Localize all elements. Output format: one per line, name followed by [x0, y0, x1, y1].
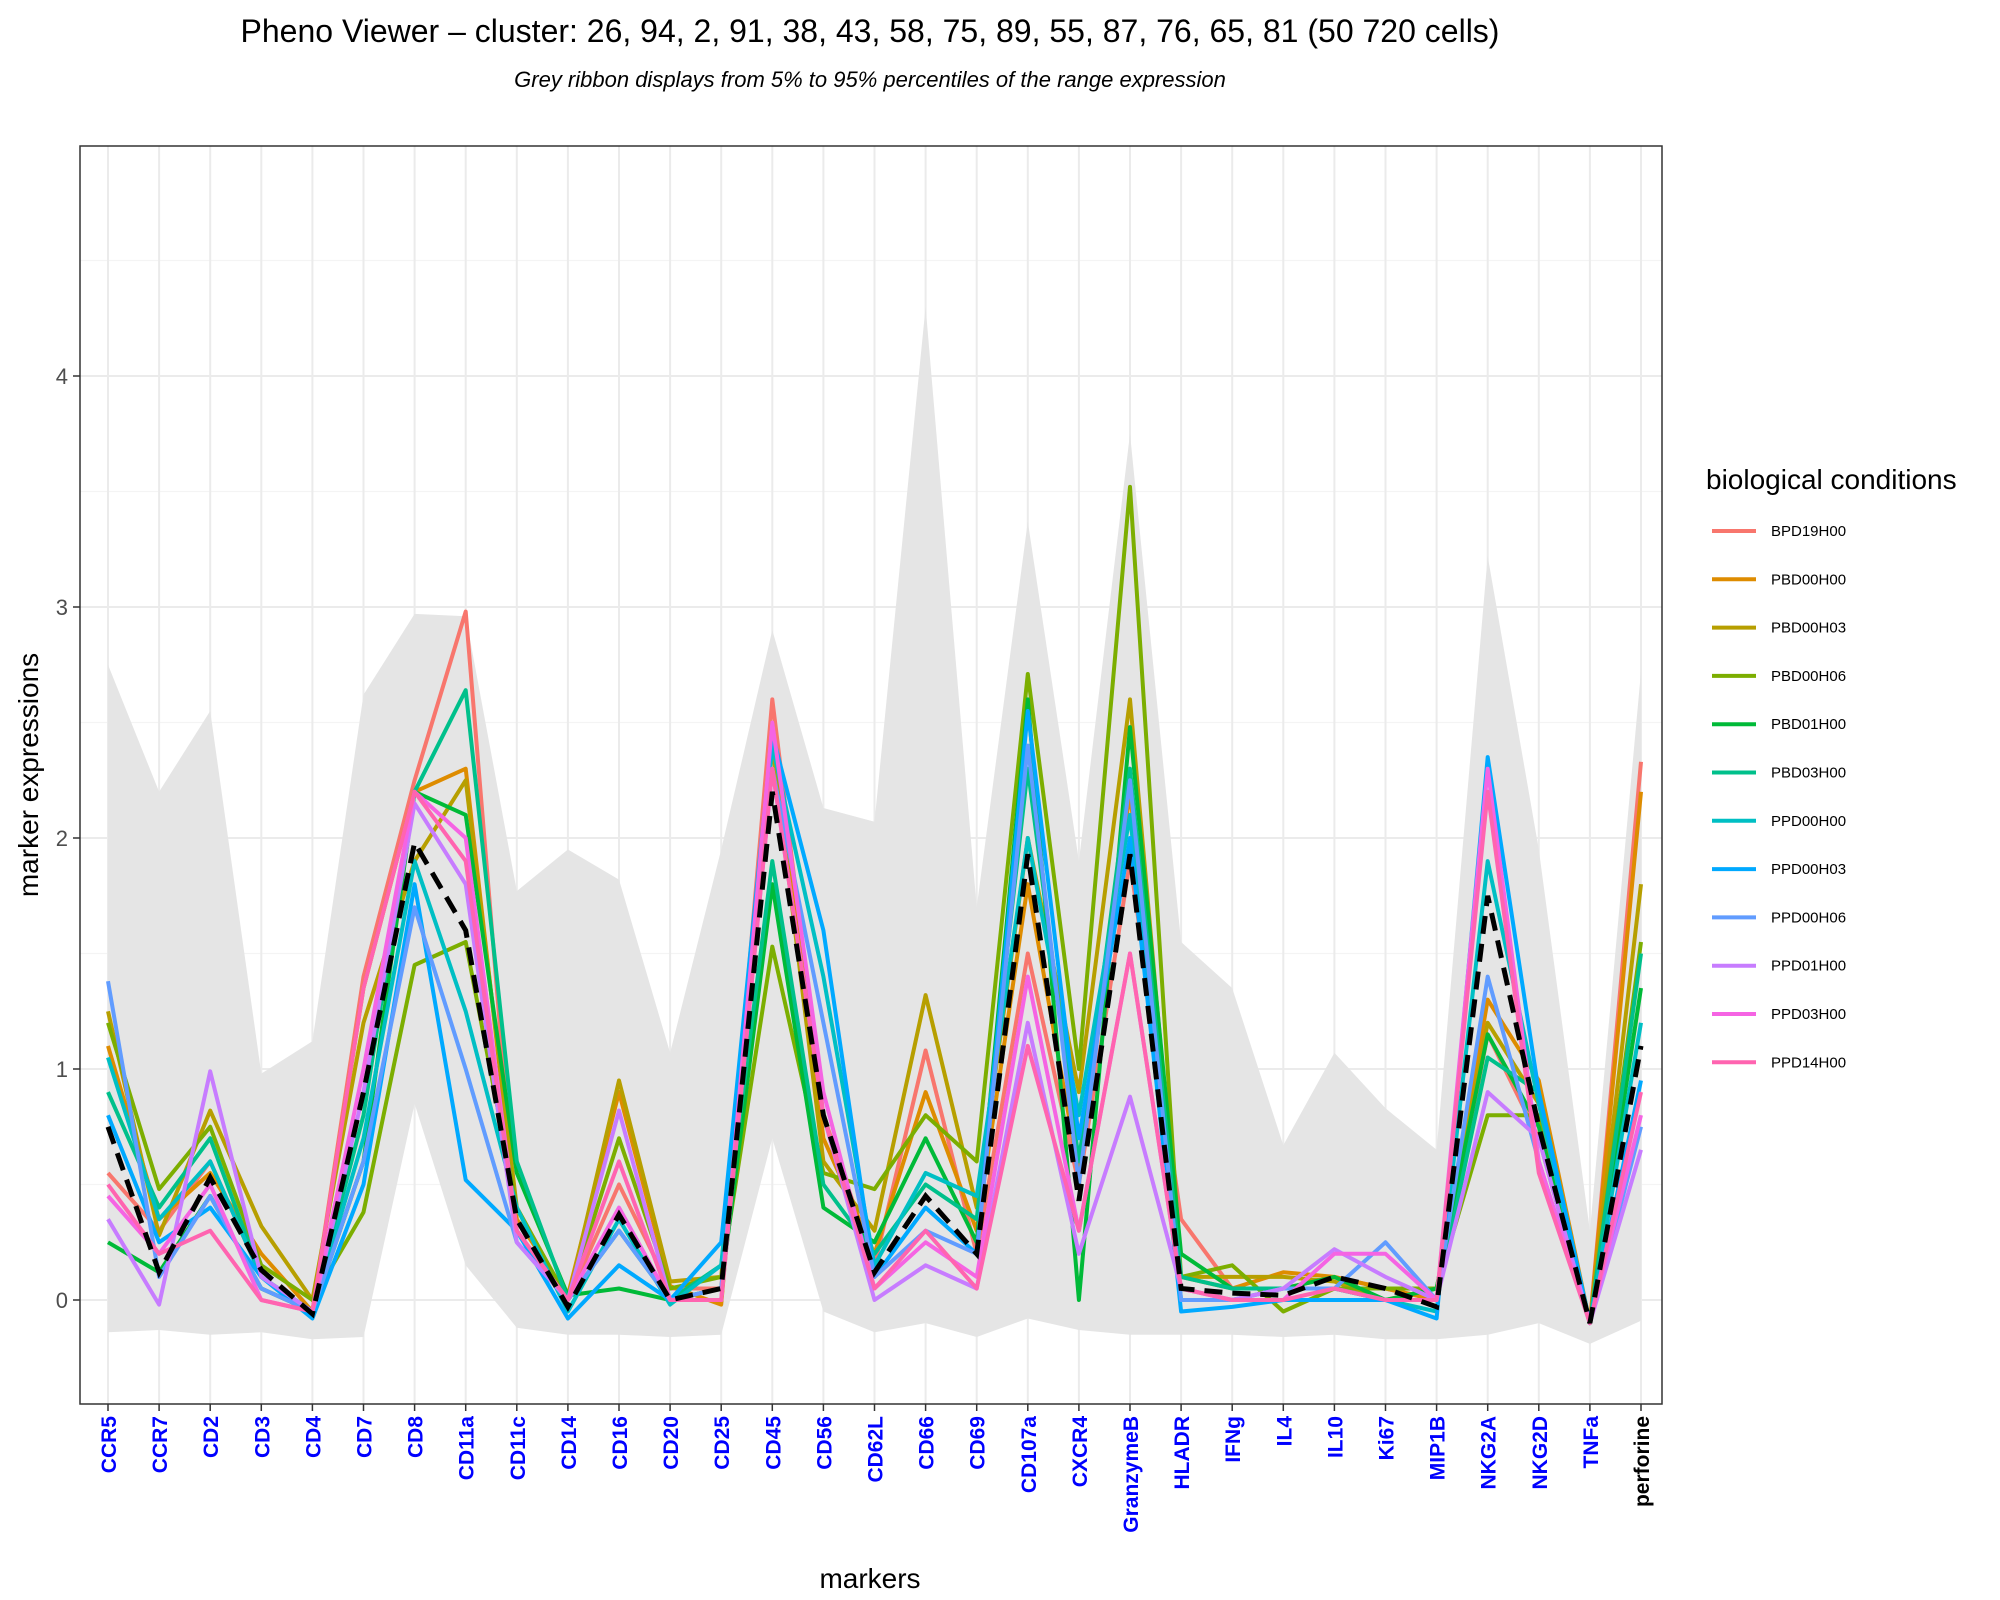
x-tick-label-CD16: CD16 — [609, 1416, 632, 1470]
chart-title: Pheno Viewer – cluster: 26, 94, 2, 91, 3… — [241, 13, 1500, 49]
x-tick-label-CD20: CD20 — [660, 1416, 683, 1470]
chart-subtitle: Grey ribbon displays from 5% to 95% perc… — [514, 67, 1226, 92]
x-tick-label-CD11a: CD11a — [456, 1416, 479, 1481]
x-tick-label-CD11c: CD11c — [507, 1416, 530, 1481]
legend-label-BPD19H00: BPD19H00 — [1771, 523, 1846, 540]
x-tick-label-CD56: CD56 — [813, 1416, 836, 1470]
x-tick-label-CD107a: CD107a — [1018, 1416, 1041, 1493]
x-tick-label-CD7: CD7 — [354, 1416, 377, 1458]
x-tick-label-TNFa: TNFa — [1580, 1416, 1603, 1469]
y-tick-label: 2 — [56, 826, 68, 851]
x-tick-label-CCR5: CCR5 — [98, 1416, 121, 1473]
series-line-PPD00H06 — [106, 743, 1643, 1326]
x-tick-label-CD25: CD25 — [711, 1416, 734, 1470]
legend-title: biological conditions — [1706, 464, 1957, 495]
x-tick-label-NKG2D: NKG2D — [1529, 1416, 1552, 1490]
legend-label-PPD14H00: PPD14H00 — [1771, 1054, 1846, 1071]
y-tick-label: 4 — [56, 364, 68, 389]
legend-label-PPD00H06: PPD00H06 — [1771, 909, 1846, 926]
x-tick-label-Ki67: Ki67 — [1376, 1416, 1399, 1460]
x-tick-label-NKG2A: NKG2A — [1478, 1416, 1501, 1490]
x-axis-ticks: CCR5 CCR7 CD2 CD3 CD4 CD7 CD8 CD11a CD11c CD14 CD1… — [98, 1404, 1654, 1533]
y-axis-ticks: 0 1 2 3 4 — [56, 364, 80, 1313]
legend-label-PBD00H00: PBD00H00 — [1771, 571, 1846, 588]
legend-label-PBD00H06: PBD00H06 — [1771, 668, 1846, 685]
y-tick-label: 1 — [56, 1057, 68, 1082]
legend-label-PBD03H00: PBD03H00 — [1771, 765, 1846, 782]
x-tick-label-IFNg: IFNg — [1222, 1416, 1245, 1463]
mean-dashed-line — [105, 791, 1644, 1324]
x-tick-label-CD2: CD2 — [200, 1416, 223, 1458]
plot-panel — [79, 145, 1663, 1405]
legend-label-PPD01H00: PPD01H00 — [1771, 958, 1846, 975]
series-line-PPD14H00 — [106, 766, 1643, 1326]
y-tick-label: 0 — [56, 1288, 68, 1313]
x-tick-label-CD8: CD8 — [405, 1416, 428, 1458]
legend-label-PPD03H00: PPD03H00 — [1771, 1006, 1846, 1023]
x-tick-label-CD3: CD3 — [251, 1416, 274, 1458]
x-tick-label-IL10: IL10 — [1324, 1416, 1347, 1458]
x-tick-label-CD66: CD66 — [916, 1416, 939, 1470]
x-tick-label-MIP1B: MIP1B — [1427, 1416, 1450, 1480]
legend-items: BPD19H00 PBD00H00 PBD00H03 PBD00H06 PBD01H00… — [1712, 523, 1846, 1071]
x-tick-label-CD62L: CD62L — [865, 1416, 888, 1483]
x-tick-label-CD14: CD14 — [558, 1416, 581, 1470]
y-axis-title: marker expressions — [13, 653, 44, 897]
series-line-PPD01H00 — [106, 766, 1643, 1326]
x-tick-label-perforine: perforine — [1631, 1416, 1654, 1507]
x-tick-label-CD69: CD69 — [967, 1416, 990, 1470]
x-tick-label-CCR7: CCR7 — [149, 1416, 172, 1473]
x-tick-label-CD4: CD4 — [302, 1416, 325, 1458]
legend: biological conditions BPD19H00 PBD00H00 PB… — [1706, 464, 1957, 1071]
legend-label-PBD01H00: PBD01H00 — [1771, 716, 1846, 733]
x-tick-label-GranzymeB: GranzymeB — [1120, 1416, 1143, 1533]
x-axis-title: markers — [819, 1563, 920, 1594]
y-tick-label: 3 — [56, 595, 68, 620]
legend-label-PPD00H00: PPD00H00 — [1771, 813, 1846, 830]
x-tick-label-IL4: IL4 — [1273, 1416, 1296, 1447]
plot-panel-border — [79, 145, 1663, 1405]
x-tick-label-CXCR4: CXCR4 — [1069, 1416, 1092, 1488]
x-tick-label-HLADR: HLADR — [1171, 1416, 1194, 1490]
x-tick-label-CD45: CD45 — [762, 1416, 785, 1470]
legend-label-PBD00H03: PBD00H03 — [1771, 620, 1846, 637]
legend-label-PPD00H03: PPD00H03 — [1771, 861, 1846, 878]
